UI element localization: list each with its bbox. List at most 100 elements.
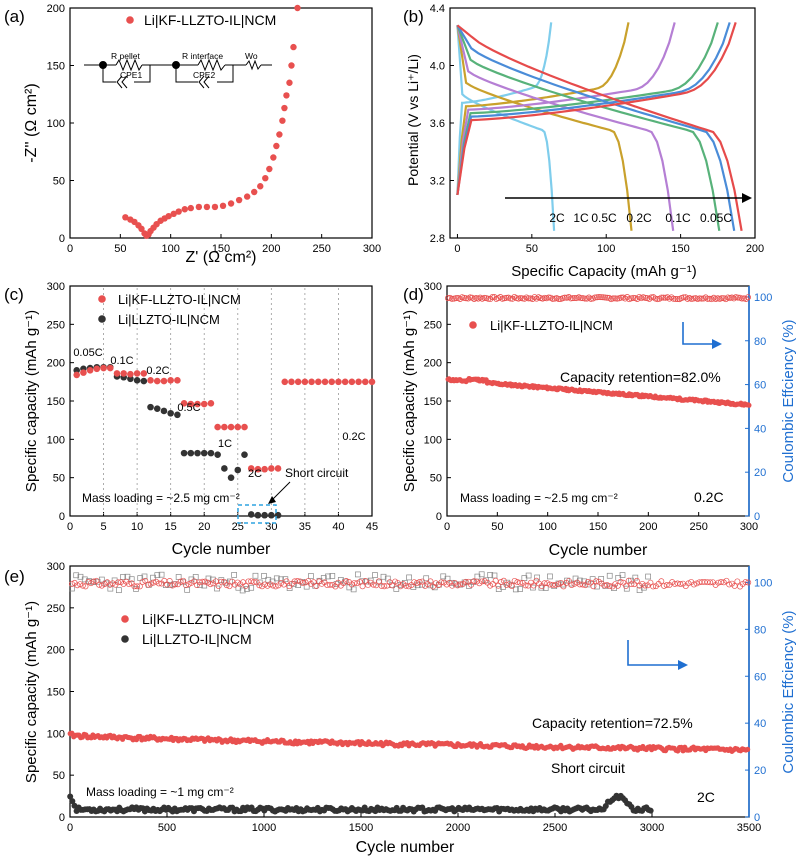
legend-marker bbox=[121, 615, 129, 623]
ce-point bbox=[581, 295, 588, 302]
circuit-label: Wo bbox=[245, 51, 258, 61]
ce-point-kf-llzto bbox=[690, 581, 697, 588]
equivalent-circuit bbox=[84, 58, 272, 89]
ce-point-kf-llzto bbox=[470, 578, 477, 585]
mass-loading-annotation: Mass loading = ~2.5 mg cm⁻² bbox=[82, 491, 240, 505]
ce-point bbox=[497, 294, 504, 301]
y-right-tick-label: 20 bbox=[754, 467, 766, 479]
ce-point-llzto bbox=[201, 582, 208, 589]
ce-point bbox=[529, 295, 536, 302]
ce-point-kf-llzto bbox=[136, 583, 143, 590]
data-point-llzto bbox=[147, 403, 154, 411]
ce-point-kf-llzto bbox=[348, 581, 355, 588]
data-point-llzto bbox=[153, 405, 161, 412]
data-point-kf-llzto bbox=[315, 378, 322, 386]
legend-text: Li|KF-LLZTO-IL|NCM bbox=[490, 318, 613, 333]
capacity-point-llzto bbox=[67, 793, 74, 800]
data-point-kf-llzto bbox=[167, 377, 174, 384]
data-point bbox=[227, 200, 235, 207]
ce-point-llzto bbox=[487, 572, 494, 578]
ce-point-kf-llzto bbox=[405, 583, 412, 590]
data-point-kf-llzto bbox=[200, 400, 208, 408]
ce-point bbox=[658, 294, 665, 301]
data-point-llzto bbox=[140, 377, 148, 385]
y-tick-label: 50 bbox=[53, 176, 65, 188]
ce-point-llzto bbox=[406, 574, 412, 581]
y-right-tick-label: 80 bbox=[754, 624, 766, 636]
ce-point bbox=[591, 294, 598, 301]
ce-point bbox=[630, 294, 637, 301]
data-point-kf-llzto bbox=[348, 378, 356, 386]
ce-point bbox=[489, 294, 496, 301]
data-point-kf-llzto bbox=[361, 378, 369, 386]
ce-point-kf-llzto bbox=[215, 583, 222, 590]
rate-label: 0.1C bbox=[665, 211, 691, 225]
y-axis-label: Specific capacity (mAh g⁻¹) bbox=[401, 310, 418, 492]
data-point-kf-llzto bbox=[180, 400, 188, 407]
data-point bbox=[219, 202, 227, 209]
ce-point-llzto bbox=[278, 576, 284, 583]
y-tick-label: 250 bbox=[47, 319, 65, 331]
ce-point-kf-llzto bbox=[593, 578, 600, 585]
legend-marker bbox=[126, 16, 134, 24]
ce-point-kf-llzto bbox=[381, 583, 388, 590]
rate-label: 0.1C bbox=[110, 355, 133, 367]
ce-point-llzto bbox=[291, 581, 297, 587]
ce-point-kf-llzto bbox=[427, 578, 434, 585]
rate-label: 2C bbox=[248, 468, 262, 480]
y-tick-label: 100 bbox=[47, 728, 65, 740]
cpe-symbol bbox=[116, 75, 123, 89]
ce-point-kf-llzto bbox=[375, 578, 382, 585]
ce-point bbox=[738, 295, 745, 302]
y-tick-label: 0 bbox=[59, 511, 65, 523]
ce-point bbox=[622, 295, 629, 302]
ce-point bbox=[624, 294, 631, 301]
data-point bbox=[175, 208, 182, 215]
ce-point bbox=[571, 295, 578, 302]
data-point-kf-llzto bbox=[93, 365, 101, 373]
ce-point-kf-llzto bbox=[693, 580, 700, 587]
mass-loading-annotation: Mass loading = ~1 mg cm⁻² bbox=[86, 785, 234, 799]
ce-point-kf-llzto bbox=[566, 578, 572, 584]
y-tick-label: 150 bbox=[424, 396, 442, 408]
ce-point-kf-llzto bbox=[354, 580, 361, 587]
ce-point-kf-llzto bbox=[150, 579, 157, 586]
ce-point-kf-llzto bbox=[191, 578, 198, 585]
ce-point bbox=[610, 295, 617, 302]
ce-point-llzto bbox=[363, 578, 370, 585]
resistor-r-interface bbox=[197, 58, 226, 72]
ce-point-kf-llzto bbox=[180, 577, 187, 584]
ce-point-llzto bbox=[209, 576, 216, 583]
ce-point-kf-llzto bbox=[530, 582, 537, 589]
ce-point bbox=[549, 295, 556, 302]
data-point-kf-llzto bbox=[153, 377, 161, 385]
data-point-kf-llzto bbox=[227, 423, 235, 431]
ce-point-llzto bbox=[273, 575, 280, 582]
ce-point-llzto bbox=[86, 578, 92, 584]
ce-point-kf-llzto bbox=[242, 582, 249, 589]
ce-point bbox=[604, 294, 611, 301]
ce-point bbox=[525, 295, 532, 302]
ce-point-kf-llzto bbox=[734, 578, 741, 585]
y-tick-label: 4.4 bbox=[430, 3, 445, 15]
ce-point-kf-llzto bbox=[726, 581, 733, 588]
ce-point-llzto bbox=[525, 572, 532, 579]
ce-point-llzto bbox=[69, 585, 75, 592]
ce-point-kf-llzto bbox=[544, 580, 551, 587]
y-tick-label: 200 bbox=[47, 645, 65, 657]
rate-label: 1C bbox=[218, 438, 232, 450]
y-tick-label: 3.6 bbox=[430, 118, 445, 130]
x-tick-label: 25 bbox=[232, 521, 244, 533]
y-tick-label: 300 bbox=[47, 561, 65, 573]
short-circuit-annotation: Short circuit bbox=[551, 760, 625, 776]
ce-point bbox=[449, 295, 456, 302]
y-tick-label: 3.2 bbox=[430, 176, 445, 188]
ce-point bbox=[648, 294, 655, 301]
ce-point-llzto bbox=[512, 586, 519, 593]
ce-point bbox=[561, 294, 568, 301]
data-point-kf-llzto bbox=[234, 423, 242, 431]
x-axis-label: Z' (Ω cm²) bbox=[186, 249, 257, 266]
data-point bbox=[165, 212, 172, 220]
rate-label: 0.5C bbox=[591, 211, 617, 225]
ce-point bbox=[680, 294, 687, 301]
